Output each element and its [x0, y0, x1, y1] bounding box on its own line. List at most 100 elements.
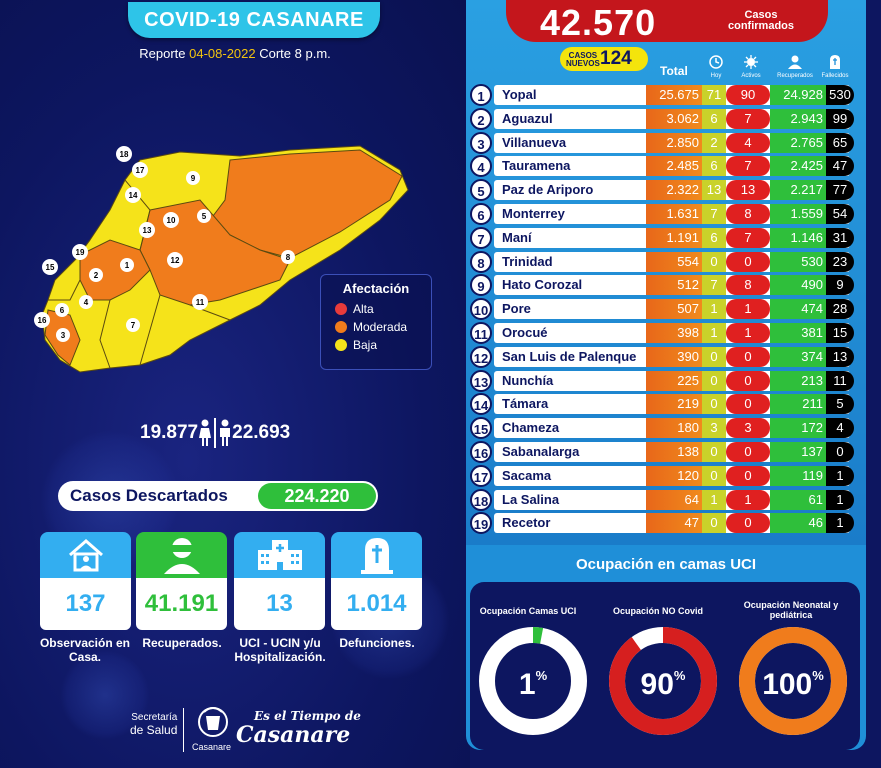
- region-label: 7: [126, 318, 140, 332]
- cell-activos: 8: [726, 204, 770, 224]
- cell-recuperados: 172: [770, 418, 826, 439]
- card-deaths: 1.014: [331, 532, 422, 630]
- gauge-value: 1%: [473, 668, 593, 702]
- gauge-label: Ocupación NO Covid: [612, 606, 703, 616]
- slogan-logo: Es el Tiempo de Casanare: [236, 710, 361, 748]
- cell-activos: 4: [726, 132, 770, 153]
- cell-total: 2.485: [646, 156, 702, 177]
- municipality-name: Maní: [502, 229, 532, 245]
- card-header: [331, 532, 422, 578]
- male-count: 22.693: [232, 422, 291, 443]
- region-label: 15: [42, 259, 58, 275]
- row-number: 17: [470, 464, 492, 487]
- municipality-name: Sacama: [502, 467, 552, 483]
- region-label: 13: [139, 222, 155, 238]
- row-number: 5: [470, 179, 492, 202]
- legend-dot: [335, 339, 347, 351]
- row-number: 11: [470, 322, 492, 344]
- gauge-value: 90%: [603, 668, 723, 702]
- health-secretary-label: Secretaría de Salud: [130, 712, 177, 736]
- svg-text:19: 19: [76, 248, 85, 257]
- column-activos: Activos: [741, 73, 761, 79]
- region-label: 1: [120, 258, 134, 272]
- region-label: 2: [89, 268, 103, 282]
- table-row: 5 Paz de Ariporo 2.322 13 13 2.217 77: [470, 179, 856, 202]
- page-title: COVID-19 CASANARE: [128, 2, 380, 38]
- total-confirmed-label: Casos confirmados: [728, 10, 794, 32]
- cell-total: 512: [646, 275, 702, 296]
- cell-total: 2.322: [646, 180, 702, 201]
- cell-total: 47: [646, 513, 702, 534]
- legend-item-alta: Alta: [335, 302, 423, 316]
- cell-total: 25.675: [646, 85, 702, 105]
- virus-decoration: [60, 650, 150, 740]
- region-label: 12: [167, 252, 183, 268]
- municipality-name: Recetor: [502, 515, 551, 531]
- cell-total: 225: [646, 370, 702, 391]
- region-label: 17: [132, 162, 148, 178]
- cell-activos: 0: [726, 370, 770, 391]
- row-number: 1: [470, 84, 492, 106]
- row-number: 10: [470, 298, 492, 321]
- table-row: 18 La Salina 64 1 1 61 1: [470, 488, 856, 511]
- cell-recuperados: 374: [770, 346, 826, 367]
- region-label: 16: [34, 312, 50, 328]
- municipality-name: Aguazul: [502, 110, 553, 126]
- card-home-observation: 137: [40, 532, 131, 630]
- cell-hoy: 2: [702, 132, 726, 153]
- region-label: 18: [116, 146, 132, 162]
- region-label: 4: [79, 295, 93, 309]
- gauge-fill: [609, 627, 717, 735]
- table-row: 15 Chameza 180 3 3 172 4: [470, 417, 856, 440]
- gauge-pct: %: [812, 668, 824, 683]
- table-row: 10 Pore 507 1 1 474 28: [470, 298, 856, 321]
- card-hospital: 13: [234, 532, 325, 630]
- svg-text:10: 10: [167, 216, 176, 225]
- new-cases-badge: [560, 47, 648, 71]
- cell-fallecidos: 1: [826, 489, 854, 510]
- cell-hoy: 1: [702, 489, 726, 510]
- cell-fallecidos: 11: [826, 370, 854, 391]
- row-number: 15: [470, 417, 492, 440]
- cell-fallecidos: 54: [826, 204, 854, 224]
- row-number: 4: [470, 155, 492, 178]
- card-caption: UCI - UCIN y/u Hospitalización.: [234, 636, 326, 664]
- legend-item-baja: Baja: [335, 338, 423, 352]
- table-row: 14 Támara 219 0 0 211 5: [470, 393, 856, 416]
- cell-total: 3.062: [646, 108, 702, 129]
- cell-fallecidos: 28: [826, 299, 854, 320]
- gauge-inner: [626, 644, 700, 718]
- legend-label: Alta: [353, 302, 374, 316]
- cell-total: 1.191: [646, 227, 702, 248]
- cell-activos: 1: [726, 323, 770, 343]
- report-date: 04-08-2022: [189, 46, 256, 61]
- cell-activos: 90: [726, 85, 770, 105]
- cell-activos: 0: [726, 465, 770, 486]
- recovered-person-icon: [163, 538, 200, 574]
- column-total: Total: [660, 64, 688, 78]
- card-value: 13: [234, 578, 325, 630]
- cell-fallecidos: 77: [826, 180, 854, 201]
- cell-recuperados: 2.425: [770, 156, 826, 177]
- cell-fallecidos: 9: [826, 275, 854, 296]
- slogan-big: Casanare: [236, 722, 351, 748]
- card-caption: Observación en Casa.: [39, 636, 131, 664]
- card-header: [136, 532, 227, 578]
- region-label: 19: [72, 244, 88, 260]
- cell-recuperados: 213: [770, 370, 826, 391]
- cell-recuperados: 381: [770, 323, 826, 343]
- total-confirmed: 42.570: [540, 2, 657, 43]
- cell-fallecidos: 4: [826, 418, 854, 439]
- cell-fallecidos: 1: [826, 513, 854, 534]
- svg-text:6: 6: [60, 306, 65, 315]
- clock-icon: [709, 55, 723, 69]
- region-label: 14: [125, 187, 141, 203]
- secretary-line: Secretaría: [131, 712, 178, 723]
- cell-hoy: 0: [702, 394, 726, 415]
- cell-recuperados: 2.765: [770, 132, 826, 153]
- gauge-no-covid: [609, 627, 717, 735]
- cell-fallecidos: 99: [826, 108, 854, 129]
- report-prefix: Reporte: [139, 46, 186, 61]
- legend-label: Moderada: [353, 320, 408, 334]
- row-number: 7: [470, 226, 492, 249]
